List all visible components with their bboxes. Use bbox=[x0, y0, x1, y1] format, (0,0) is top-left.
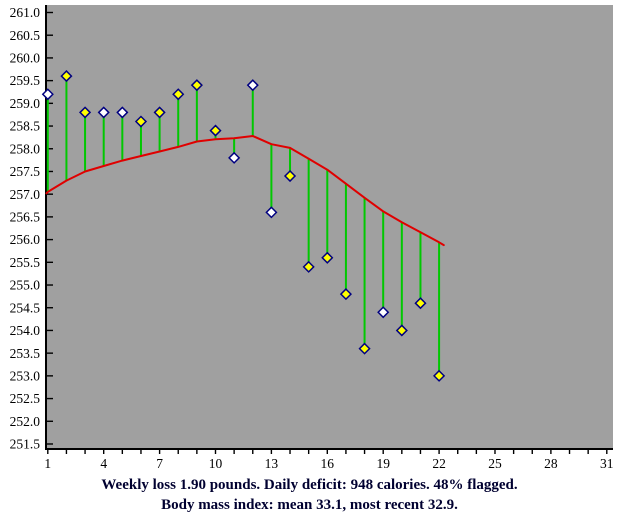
data-point-diamond-flagged bbox=[433, 369, 446, 382]
x-tick-label: 7 bbox=[156, 456, 163, 471]
data-point-diamond-unflagged bbox=[265, 206, 278, 219]
data-point-diamond-flagged bbox=[283, 169, 297, 183]
trend-line bbox=[45, 135, 445, 247]
data-point-diamond-flagged bbox=[302, 260, 315, 273]
y-tick-label: 254.5 bbox=[10, 300, 41, 315]
data-point-diamond-flagged bbox=[358, 342, 371, 355]
plot-area-background bbox=[46, 5, 613, 449]
y-tick-label: 254.0 bbox=[10, 323, 41, 338]
data-point-diamond-unflagged bbox=[41, 88, 54, 101]
caption-line-stats: Weekly loss 1.90 pounds. Daily deficit: … bbox=[101, 477, 518, 493]
data-point-diamond-flagged bbox=[395, 324, 408, 337]
data-point-diamond-flagged bbox=[134, 115, 148, 128]
data-point-diamond-unflagged bbox=[97, 106, 110, 119]
x-tick-label: 16 bbox=[321, 456, 335, 471]
y-tick-label: 259.5 bbox=[10, 73, 41, 88]
y-tick-label: 253.5 bbox=[10, 346, 41, 361]
y-tick-label: 258.5 bbox=[10, 119, 41, 134]
y-tick-label: 256.5 bbox=[10, 209, 41, 224]
y-tick-label: 258.0 bbox=[10, 141, 41, 156]
y-tick-label: 252.0 bbox=[10, 414, 41, 429]
data-point-diamond-flagged bbox=[209, 124, 222, 137]
y-tick-label: 255.5 bbox=[10, 255, 41, 270]
x-tick-label: 10 bbox=[209, 456, 223, 471]
data-point-diamond-flagged bbox=[153, 106, 166, 119]
caption-line-bmi: Body mass index: mean 33.1, most recent … bbox=[161, 496, 458, 513]
y-tick-label: 257.0 bbox=[10, 187, 41, 202]
x-tick-label: 28 bbox=[544, 456, 558, 471]
data-point-diamond-unflagged bbox=[116, 106, 129, 119]
data-point-diamond-flagged bbox=[414, 297, 427, 310]
data-point-diamond-unflagged bbox=[377, 306, 390, 319]
weight-chart-plot: 261.0 260.5 260.0 259.5 259.0 258.5 258.0 257.5… bbox=[10, 5, 614, 471]
chart-caption: Weekly loss 1.90 pounds. Daily deficit: … bbox=[0, 476, 619, 515]
x-tick-label: 4 bbox=[100, 456, 107, 471]
data-point-diamond-flagged bbox=[321, 251, 334, 264]
y-tick-label: 255.0 bbox=[10, 278, 41, 293]
y-tick-label: 252.5 bbox=[10, 391, 41, 406]
y-tick-label: 259.0 bbox=[10, 96, 41, 111]
data-point-diamond-flagged bbox=[79, 106, 92, 119]
y-tick-label: 253.0 bbox=[10, 368, 41, 383]
x-tick-label: 22 bbox=[432, 456, 446, 471]
data-point-diamond-unflagged bbox=[228, 151, 241, 164]
data-point-diamond-flagged bbox=[190, 79, 203, 92]
data-point-diamond-flagged bbox=[172, 88, 185, 101]
y-tick-label: 257.5 bbox=[10, 164, 41, 179]
x-tick-label: 25 bbox=[488, 456, 502, 471]
y-tick-label: 256.0 bbox=[10, 232, 41, 247]
y-tick-label: 260.5 bbox=[10, 28, 41, 43]
data-point-diamond-unflagged bbox=[246, 79, 259, 92]
x-tick-label: 31 bbox=[600, 456, 614, 471]
x-tick-label: 19 bbox=[376, 456, 390, 471]
y-tick-label: 261.0 bbox=[10, 5, 41, 20]
y-tick-label: 260.0 bbox=[10, 51, 41, 66]
data-point-diamond-flagged bbox=[60, 70, 73, 83]
data-point-diamond-flagged bbox=[339, 288, 352, 301]
y-tick-label: 251.5 bbox=[10, 437, 41, 452]
x-tick-label: 1 bbox=[44, 456, 51, 471]
x-tick-label: 13 bbox=[265, 456, 279, 471]
